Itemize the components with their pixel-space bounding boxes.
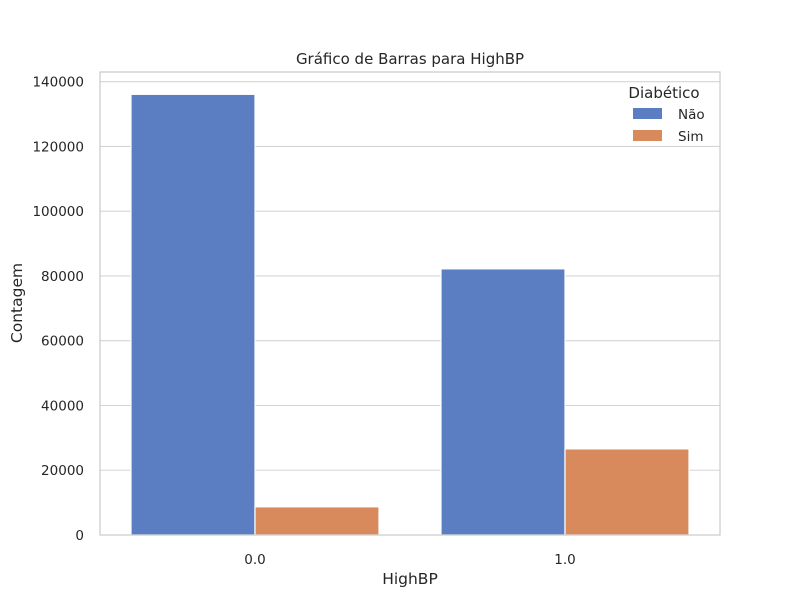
x-tick-label: 1.0 [554, 552, 575, 568]
legend-title: Diabético [628, 84, 699, 102]
bar [254, 506, 380, 536]
bar [130, 93, 256, 536]
x-axis-ticks: 0.0 1.0 [244, 552, 575, 568]
plot-frame [99, 71, 721, 536]
y-tick-label: 40000 [41, 398, 84, 414]
x-tick-label: 0.0 [244, 552, 265, 568]
y-tick-label: 0 [75, 528, 84, 544]
bar [440, 268, 566, 536]
legend-entry: Não [678, 107, 705, 123]
legend: Diabético Não Sim [628, 84, 704, 145]
y-axis-ticks: 0 20000 40000 60000 80000 100000 120000 140000 [32, 75, 84, 544]
x-axis-label: HighBP [382, 570, 438, 588]
legend-swatch [633, 130, 662, 141]
bars [130, 93, 690, 536]
y-tick-label: 100000 [32, 204, 84, 220]
bar [564, 448, 690, 536]
y-tick-label: 80000 [41, 269, 84, 285]
chart-title: Gráfico de Barras para HighBP [296, 50, 524, 68]
legend-swatch [633, 108, 662, 119]
y-axis-label: Contagem [8, 263, 26, 343]
y-tick-label: 120000 [32, 139, 84, 155]
y-tick-label: 20000 [41, 463, 84, 479]
y-tick-label: 140000 [32, 75, 84, 91]
legend-entry: Sim [678, 129, 703, 145]
y-tick-label: 60000 [41, 334, 84, 350]
